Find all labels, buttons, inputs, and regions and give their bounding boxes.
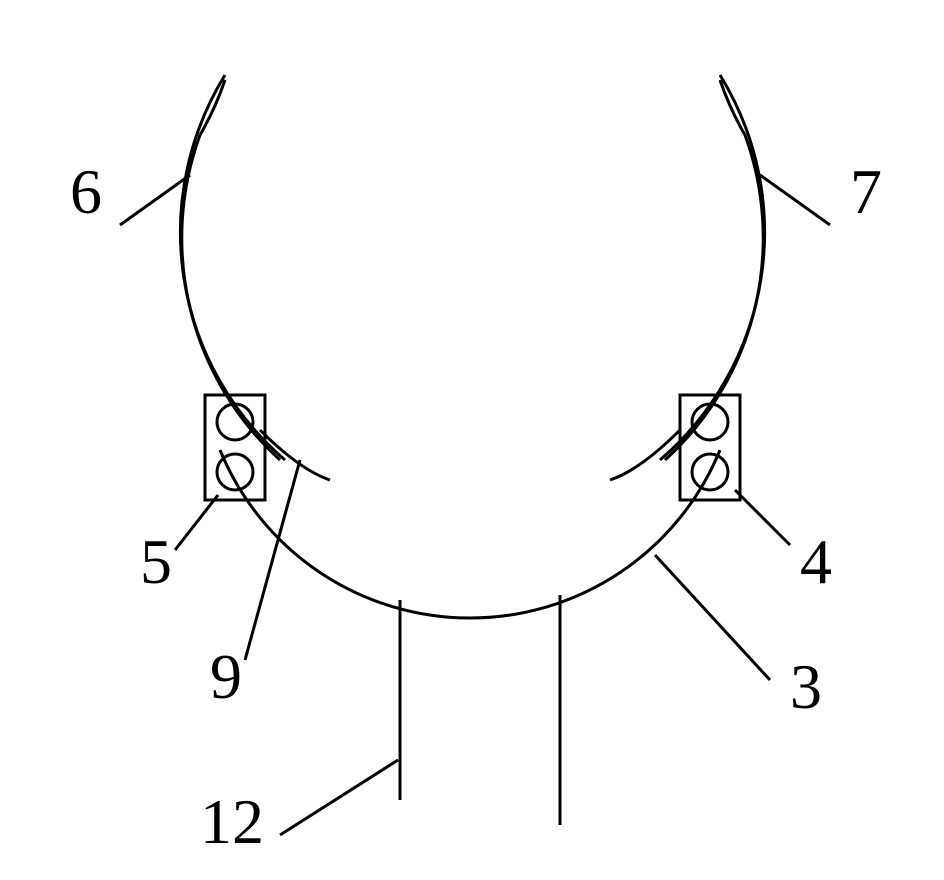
label-9: 9 <box>210 640 242 714</box>
traffic-light-left-bottom <box>217 454 253 490</box>
leader-line-5 <box>175 495 218 550</box>
label-12: 12 <box>200 785 264 859</box>
main-circle-arc <box>182 80 763 460</box>
leader-line-3 <box>655 555 770 680</box>
label-4: 4 <box>800 525 832 599</box>
leader-line-12 <box>280 760 398 835</box>
main-circle-right <box>660 75 765 460</box>
label-6: 6 <box>70 155 102 229</box>
label-5: 5 <box>140 525 172 599</box>
main-circle-left <box>180 75 285 460</box>
leader-line-7 <box>760 175 830 225</box>
label-7: 7 <box>850 155 882 229</box>
leader-line-4 <box>735 490 790 545</box>
technical-diagram <box>0 0 944 880</box>
label-3: 3 <box>790 650 822 724</box>
leader-line-9 <box>245 460 300 660</box>
inner-arc-left <box>260 430 330 480</box>
